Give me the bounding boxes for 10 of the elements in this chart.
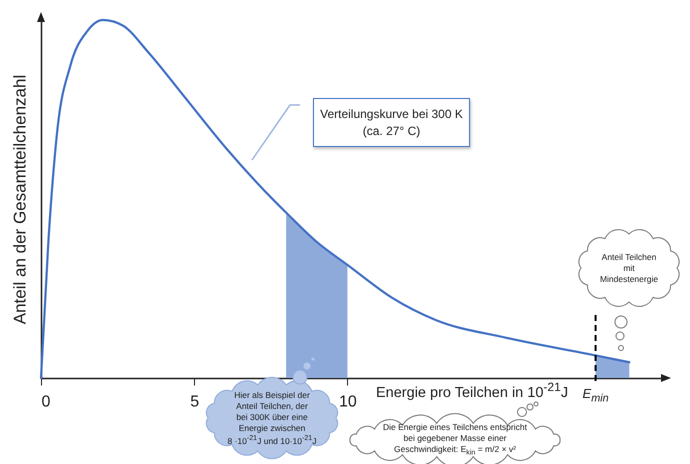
annotation: Anteil Teilchen mit Mindestenergie xyxy=(598,252,660,285)
x-tick-label: 5 xyxy=(190,394,200,410)
text: Die Energie eines Teilchens entspricht bei gegebener Masse einer Geschwindigkeit: E$_{kin}$ = m/2 × v² xyxy=(382,422,528,458)
x-tick-label: 10 xyxy=(339,394,357,410)
y-axis-title: Anteil an der Gesamtteilchenzahl xyxy=(10,74,30,324)
ref-line-label: E$_{min}$ xyxy=(582,386,609,405)
annotation: Verteilungskurve bei 300 K (ca. 27° C) xyxy=(320,106,463,139)
text: Hier als Beispiel der Anteil Teilchen, der bei 300K über eine Energie zwischen 8 ·10$^{-21}$J und 10·10$^{-21}$J xyxy=(228,390,316,446)
x-axis-title: Energie pro Teilchen in 10$^{-21}$J xyxy=(376,380,568,401)
x-tick-label: 0 xyxy=(42,394,50,410)
